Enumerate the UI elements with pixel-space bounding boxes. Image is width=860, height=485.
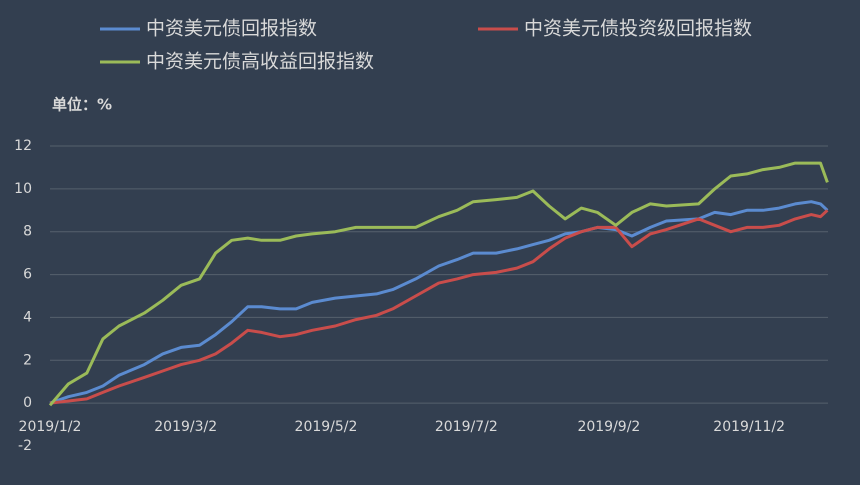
y-tick-label: 6 [23,267,32,283]
y-tick-label: 2 [23,352,32,368]
x-tick-label: 2019/1/2 [19,419,82,435]
series-line [49,209,829,405]
y-tick-label: 0 [23,395,32,411]
series-line [48,161,829,407]
y-tick-label: 10 [14,181,32,197]
series-line [49,200,829,405]
unit-label: 单位：% [52,96,112,114]
x-tick-label: 2019/5/2 [295,419,358,435]
legend-label: 中资美元债回报指数 [146,18,317,40]
y-tick-label: 12 [14,138,32,154]
x-tick-label: 2019/11/2 [713,419,785,435]
legend-label: 中资美元债投资级回报指数 [524,18,752,40]
y-tick-label: -2 [18,438,32,454]
x-tick-label: 2019/7/2 [435,419,498,435]
x-tick-label: 2019/9/2 [577,419,640,435]
y-tick-label: 4 [23,309,32,325]
legend-label: 中资美元债高收益回报指数 [146,51,374,73]
x-tick-label: 2019/3/2 [154,419,217,435]
y-tick-label: 8 [23,224,32,240]
